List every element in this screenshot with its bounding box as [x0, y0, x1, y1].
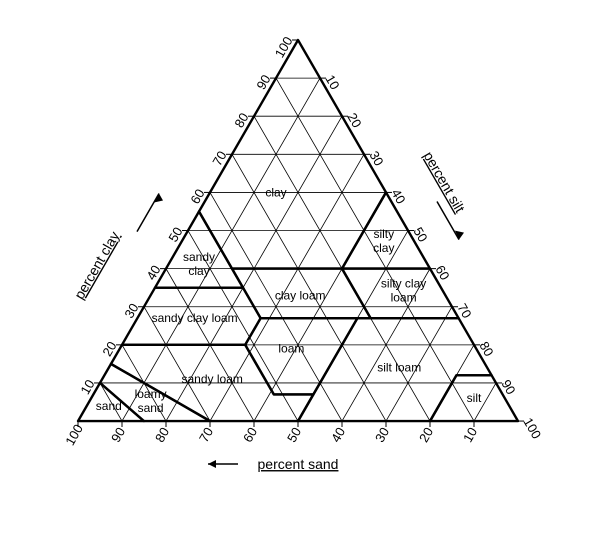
- tick-sand-20: 20: [416, 425, 436, 445]
- tick-clay-100: 100: [272, 34, 296, 60]
- tick-sand-80: 80: [152, 425, 172, 445]
- svg-text:loam: loam: [391, 290, 417, 304]
- arrow-clay: [154, 193, 163, 202]
- label-clay: clay: [265, 185, 286, 199]
- label-sand: sand: [96, 399, 122, 413]
- label-silty-clay: silty: [373, 227, 394, 241]
- label-silt: silt: [467, 391, 482, 405]
- label-sandy-clay-loam: sandy clay loam: [152, 311, 238, 325]
- tick-sand-60: 60: [240, 425, 260, 445]
- svg-text:clay: clay: [373, 241, 394, 255]
- axis-label-sand: percent sand: [258, 456, 339, 472]
- tick-sand-40: 40: [328, 425, 348, 445]
- label-sandy-clay: sandy: [183, 250, 215, 264]
- tick-sand-70: 70: [196, 425, 216, 445]
- tick-sand-30: 30: [372, 425, 392, 445]
- label-silt-loam: silt loam: [377, 361, 421, 375]
- svg-text:sand: sand: [138, 401, 164, 415]
- tick-sand-10: 10: [460, 425, 480, 445]
- soil-texture-triangle: 1010102020203030304040405050506060607070…: [0, 0, 596, 549]
- tick-sand-50: 50: [284, 425, 304, 445]
- tick-sand-100: 100: [62, 422, 86, 448]
- arrow-sand: [208, 460, 216, 468]
- label-sandy-loam: sandy loam: [182, 372, 243, 386]
- tick-sand-90: 90: [108, 425, 128, 445]
- axis-label-silt: percent silt: [420, 149, 468, 216]
- axis-label-clay: percent clay: [71, 228, 123, 301]
- svg-text:clay: clay: [188, 264, 209, 278]
- label-clay-loam: clay loam: [275, 288, 326, 302]
- tick-silt-100: 100: [520, 415, 544, 441]
- label-loam: loam: [278, 342, 304, 356]
- label-loamy-sand: loamy: [135, 387, 167, 401]
- label-silty-clay-loam: silty clay: [381, 276, 426, 290]
